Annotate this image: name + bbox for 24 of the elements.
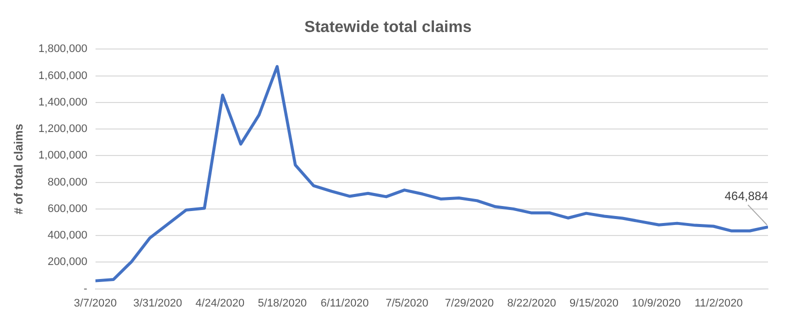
- x-tick-label: 5/18/2020: [258, 297, 307, 310]
- chart-title: Statewide total claims: [304, 19, 472, 36]
- y-tick-label: 200,000: [48, 256, 88, 268]
- y-tick-label: 800,000: [48, 176, 88, 188]
- x-tick-label: 6/11/2020: [320, 297, 369, 310]
- x-tick-label: 4/24/2020: [196, 297, 244, 310]
- x-tick-label: 3/7/2020: [74, 297, 117, 310]
- y-axis-title: # of total claims: [12, 123, 26, 214]
- y-tick-label: 1,000,000: [38, 150, 88, 162]
- x-tick-label: 11/2/2020: [694, 297, 743, 310]
- y-tick-label: -: [84, 282, 88, 295]
- y-tick-label: 1,400,000: [38, 96, 88, 108]
- y-tick-label: 600,000: [48, 202, 88, 215]
- x-tick-label: 8/22/2020: [507, 297, 556, 310]
- y-tick-label: 400,000: [48, 230, 88, 242]
- annotation: 464,884: [724, 189, 768, 204]
- x-tick-label: 9/15/2020: [570, 297, 618, 310]
- y-tick-label: 1,800,000: [38, 43, 88, 56]
- x-tick-label: 10/9/2020: [632, 297, 681, 310]
- x-tick-label: 7/5/2020: [386, 297, 428, 310]
- x-tick-label: 7/29/2020: [444, 297, 494, 310]
- y-tick-label: 1,200,000: [38, 123, 88, 136]
- y-tick-label: 1,600,000: [38, 70, 88, 82]
- x-tick-label: 3/31/2020: [133, 297, 182, 310]
